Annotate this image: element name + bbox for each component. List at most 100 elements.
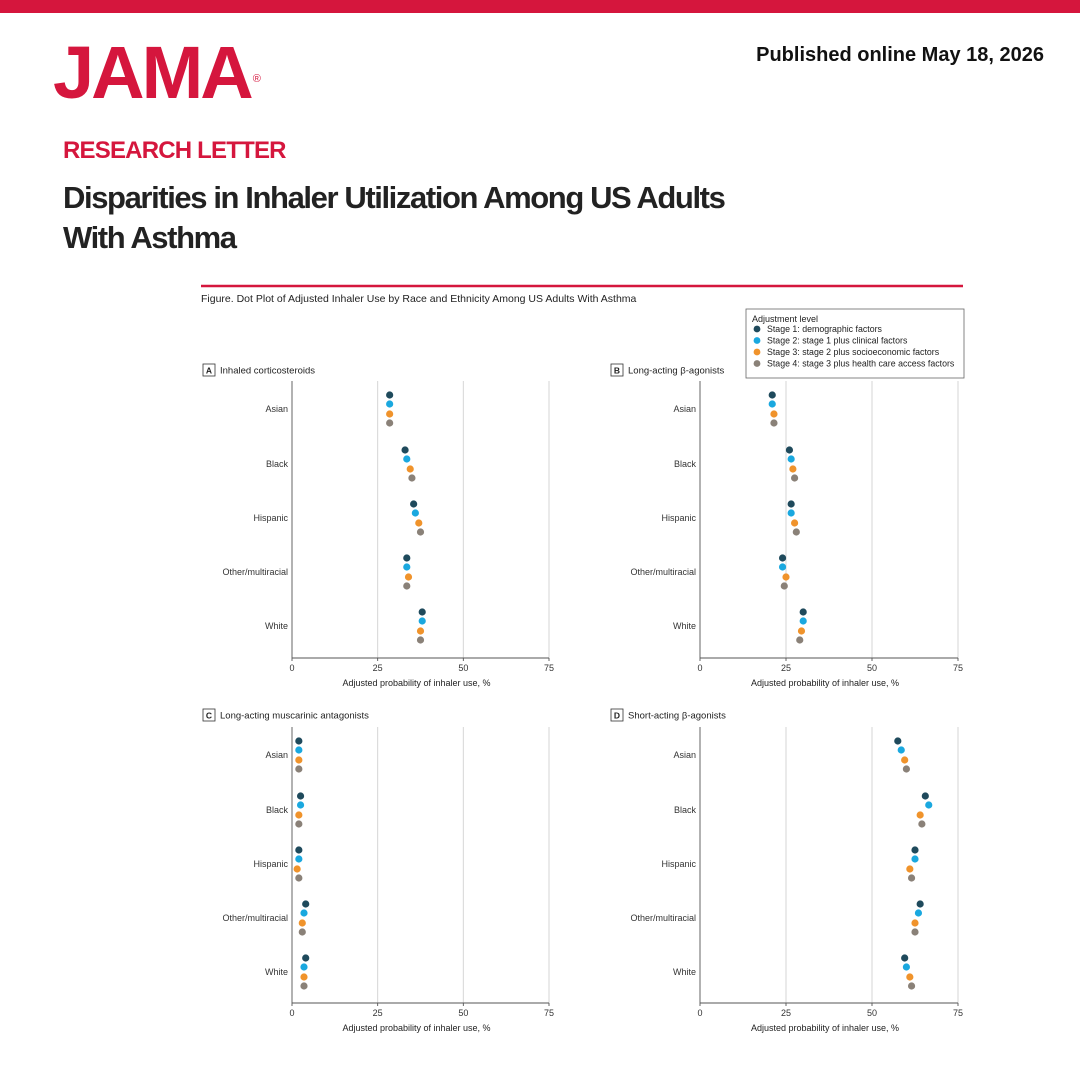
article-type: RESEARCH LETTER (63, 137, 286, 164)
dot-stage-2 (897, 746, 905, 754)
dot-stage-4 (911, 928, 919, 936)
category-label: White (265, 621, 288, 631)
x-tick-label: 50 (867, 1008, 877, 1018)
dot-stage-1 (302, 900, 310, 908)
dot-stage-3 (404, 573, 413, 581)
dot-stage-3 (295, 756, 303, 764)
dot-stage-3 (782, 573, 790, 581)
dot-stage-1 (295, 737, 303, 745)
dot-stage-1 (778, 554, 787, 562)
registered-mark: ® (252, 73, 261, 85)
dot-stage-3 (797, 627, 806, 635)
dot-stage-3 (293, 865, 301, 873)
dot-stage-4 (918, 820, 926, 828)
dot-stage-4 (907, 982, 916, 990)
category-label: Asian (265, 750, 288, 760)
category-label: Other/multiracial (630, 913, 696, 923)
article-title: Disparities in Inhaler Utilization Among… (63, 178, 863, 258)
dot-stage-2 (295, 746, 303, 754)
dot-stage-1 (916, 900, 924, 908)
panel-letter-box (202, 708, 216, 722)
dot-stage-2 (768, 400, 776, 408)
dot-stage-3 (911, 919, 919, 927)
dot-stage-2 (418, 617, 426, 625)
x-tick-label: 25 (373, 1008, 383, 1018)
category-label: Asian (673, 750, 696, 760)
panel-letter: D (614, 711, 620, 721)
category-label: Hispanic (253, 859, 288, 869)
category-label: Hispanic (661, 859, 696, 869)
category-label: Hispanic (253, 513, 288, 523)
dot-stage-3 (770, 410, 778, 418)
category-label: Other/multiracial (222, 913, 288, 923)
x-tick-label: 75 (544, 1008, 554, 1018)
dot-stage-4 (796, 636, 804, 644)
category-label: Hispanic (661, 513, 696, 523)
x-axis-label: Adjusted probability of inhaler use, % (342, 1023, 490, 1033)
dot-stage-3 (916, 811, 924, 819)
x-tick-label: 75 (953, 1008, 963, 1018)
x-tick-label: 25 (373, 663, 383, 673)
dot-stage-4 (780, 582, 788, 590)
dot-stage-2 (411, 509, 419, 517)
category-label: Other/multiracial (222, 567, 288, 577)
legend-swatch-stage-1 (753, 325, 761, 333)
logo-text: JAMA (53, 31, 254, 114)
x-tick-label: 50 (458, 663, 468, 673)
panel-letter-box (610, 363, 624, 377)
dot-stage-4 (408, 474, 416, 482)
x-tick-label: 0 (289, 663, 294, 673)
x-tick-label: 0 (697, 663, 702, 673)
panel-a: A Inhaled corticosteroids 0 25 50 75 Adjusted … (202, 363, 554, 688)
category-label: Black (674, 805, 697, 815)
dot-stage-1 (768, 391, 776, 399)
dot-stage-3 (416, 627, 425, 635)
dot-stage-1 (787, 500, 795, 508)
legend-swatch-stage-3 (753, 348, 761, 356)
panel-title: Inhaled corticosteroids (220, 366, 315, 377)
panel-c: C Long-acting muscarinic antagonists 0 25 50… (202, 708, 554, 1033)
dot-stage-2 (787, 455, 795, 463)
dot-stage-2 (914, 909, 923, 917)
dot-stage-1 (386, 391, 394, 399)
category-label: Black (266, 459, 289, 469)
dot-stage-4 (295, 820, 303, 828)
dot-stage-1 (894, 737, 902, 745)
x-tick-label: 25 (781, 663, 791, 673)
jama-logo: JAMA ® (53, 36, 261, 110)
dot-stage-1 (799, 608, 807, 616)
category-label: White (673, 621, 696, 631)
category-label: Asian (673, 404, 696, 414)
legend-label-stage-4: Stage 4: stage 3 plus health care access… (767, 359, 955, 369)
dot-stage-2 (403, 455, 411, 463)
legend-label-stage-2: Stage 2: stage 1 plus clinical factors (767, 336, 908, 346)
category-label: White (265, 967, 288, 977)
dot-stage-1 (410, 500, 418, 508)
dot-stage-1 (296, 792, 305, 800)
dot-stage-4 (770, 419, 778, 427)
dot-stage-4 (902, 765, 911, 773)
panel-b: B Long-acting β-agonists 0 25 50 75 Adjusted p… (610, 363, 963, 688)
dot-stage-3 (300, 973, 308, 981)
dot-stage-2 (300, 909, 308, 917)
dot-stage-1 (921, 792, 929, 800)
dot-stage-4 (386, 419, 394, 427)
dot-stage-1 (911, 846, 919, 854)
x-axis-label: Adjusted probability of inhaler use, % (751, 1023, 899, 1033)
dot-stage-3 (415, 519, 423, 527)
dot-stage-4 (792, 528, 800, 536)
dot-stage-2 (403, 563, 411, 571)
published-date: Published online May 18, 2026 (756, 44, 1044, 66)
category-label: Black (674, 459, 697, 469)
panel-letter: A (206, 366, 212, 376)
legend-swatch-stage-4 (753, 360, 761, 367)
dot-stage-1 (302, 954, 310, 962)
panel-letter: C (206, 711, 212, 721)
legend-label-stage-3: Stage 3: stage 2 plus socioeconomic fact… (767, 347, 940, 357)
dot-stage-2 (911, 855, 919, 863)
dot-stage-4 (791, 474, 799, 482)
dot-stage-2 (799, 617, 807, 625)
x-tick-label: 25 (781, 1008, 791, 1018)
legend-label-stage-1: Stage 1: demographic factors (767, 324, 883, 334)
